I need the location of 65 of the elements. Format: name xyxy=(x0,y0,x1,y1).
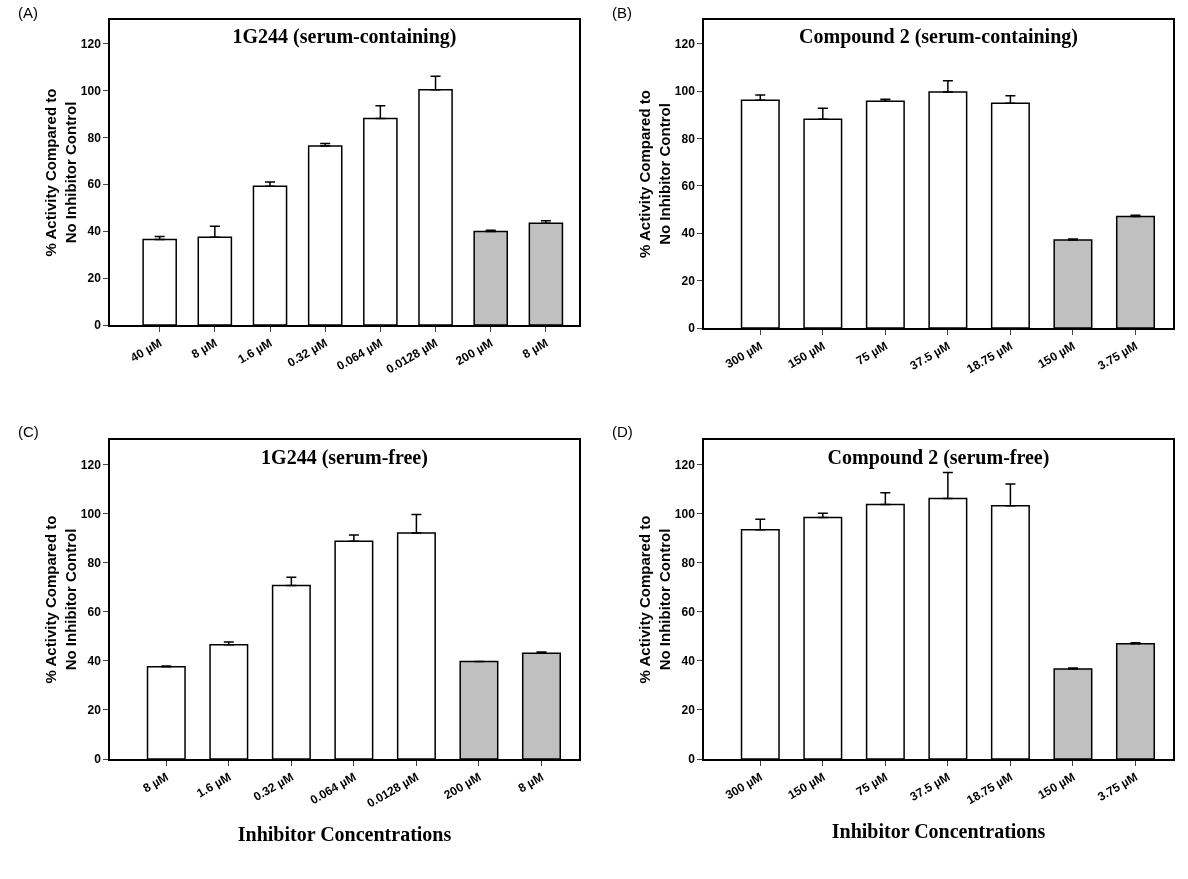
y-tick-label: 0 xyxy=(688,321,696,336)
y-tick-label: 60 xyxy=(87,604,102,619)
text: (B) xyxy=(612,4,632,21)
x-tick-label: 0.32 µM xyxy=(251,769,296,804)
y-tick-label: 20 xyxy=(681,273,696,288)
chart-title: 1G244 (serum-containing) xyxy=(232,25,457,49)
y-tick-label: 20 xyxy=(87,703,102,718)
x-axis-title: Inhibitor Concentrations xyxy=(831,820,1046,843)
chart-title: Compound 2 (serum-containing) xyxy=(799,25,1078,49)
y-tick-label: 60 xyxy=(681,179,696,194)
text: (A) xyxy=(18,4,38,21)
y-tick-label: 120 xyxy=(674,36,696,51)
y-tick-label: 100 xyxy=(80,83,102,98)
y-tick-label: 80 xyxy=(681,555,696,570)
y-axis-title: % Activity Compared to No Inhibitor Control xyxy=(636,90,673,258)
x-tick-label: 8 µM xyxy=(189,335,220,362)
y-tick-label: 100 xyxy=(674,506,696,521)
x-tick-label: 37.5 µM xyxy=(907,769,953,804)
x-tick-label: 8 µM xyxy=(520,335,551,362)
x-tick-label: 150 µM xyxy=(1035,338,1078,372)
x-tick-label: 150 µM xyxy=(785,338,828,372)
y-tick-label: 120 xyxy=(80,36,102,51)
x-tick-label: 300 µM xyxy=(722,338,765,372)
x-tick-label: 1.6 µM xyxy=(194,769,234,801)
y-tick-label: 40 xyxy=(681,654,696,669)
y-axis-title: % Activity Compared to No Inhibitor Control xyxy=(42,515,79,684)
y-axis-title: % Activity Compared to No Inhibitor Control xyxy=(42,88,79,257)
y-tick-label: 40 xyxy=(87,654,102,669)
y-tick-label: 20 xyxy=(681,703,696,718)
x-tick-label: 300 µM xyxy=(722,769,765,803)
x-tick-label: 75 µM xyxy=(853,769,890,799)
y-tick-label: 80 xyxy=(87,555,102,570)
y-tick-label: 60 xyxy=(681,604,696,619)
x-tick-label: 3.75 µM xyxy=(1095,769,1140,804)
x-tick-label: 8 µM xyxy=(140,769,171,796)
y-tick-label: 80 xyxy=(681,131,696,146)
x-tick-label: 37.5 µM xyxy=(907,338,953,373)
text: (D) xyxy=(612,423,633,440)
y-tick-label: 60 xyxy=(87,177,102,192)
y-tick-label: 40 xyxy=(87,224,102,239)
x-tick-label: 0.32 µM xyxy=(284,335,330,370)
y-tick-label: 20 xyxy=(87,271,102,286)
chart-title: 1G244 (serum-free) xyxy=(261,445,428,469)
y-tick-label: 0 xyxy=(94,752,102,767)
x-tick-label: 40 µM xyxy=(128,335,165,365)
x-axis-title: Inhibitor Concentrations xyxy=(237,823,452,846)
y-tick-label: 40 xyxy=(681,226,696,241)
x-tick-label: 75 µM xyxy=(853,338,890,368)
y-axis-title: % Activity Compared to No Inhibitor Control xyxy=(636,515,673,684)
x-tick-label: 8 µM xyxy=(515,769,546,796)
y-tick-label: 0 xyxy=(94,318,102,333)
x-tick-label: 1.6 µM xyxy=(235,335,275,367)
y-tick-label: 80 xyxy=(87,130,102,145)
x-tick-label: 200 µM xyxy=(453,335,496,369)
x-tick-label: 200 µM xyxy=(441,769,484,803)
y-tick-label: 100 xyxy=(674,84,696,99)
x-tick-label: 150 µM xyxy=(1035,769,1078,803)
y-tick-label: 0 xyxy=(688,752,696,767)
y-tick-label: 120 xyxy=(674,457,696,472)
y-tick-label: 120 xyxy=(80,457,102,472)
x-tick-label: 150 µM xyxy=(785,769,828,803)
x-tick-label: 3.75 µM xyxy=(1095,338,1140,373)
y-tick-label: 100 xyxy=(80,506,102,521)
text: (C) xyxy=(18,423,39,440)
chart-title: Compound 2 (serum-free) xyxy=(827,445,1050,469)
